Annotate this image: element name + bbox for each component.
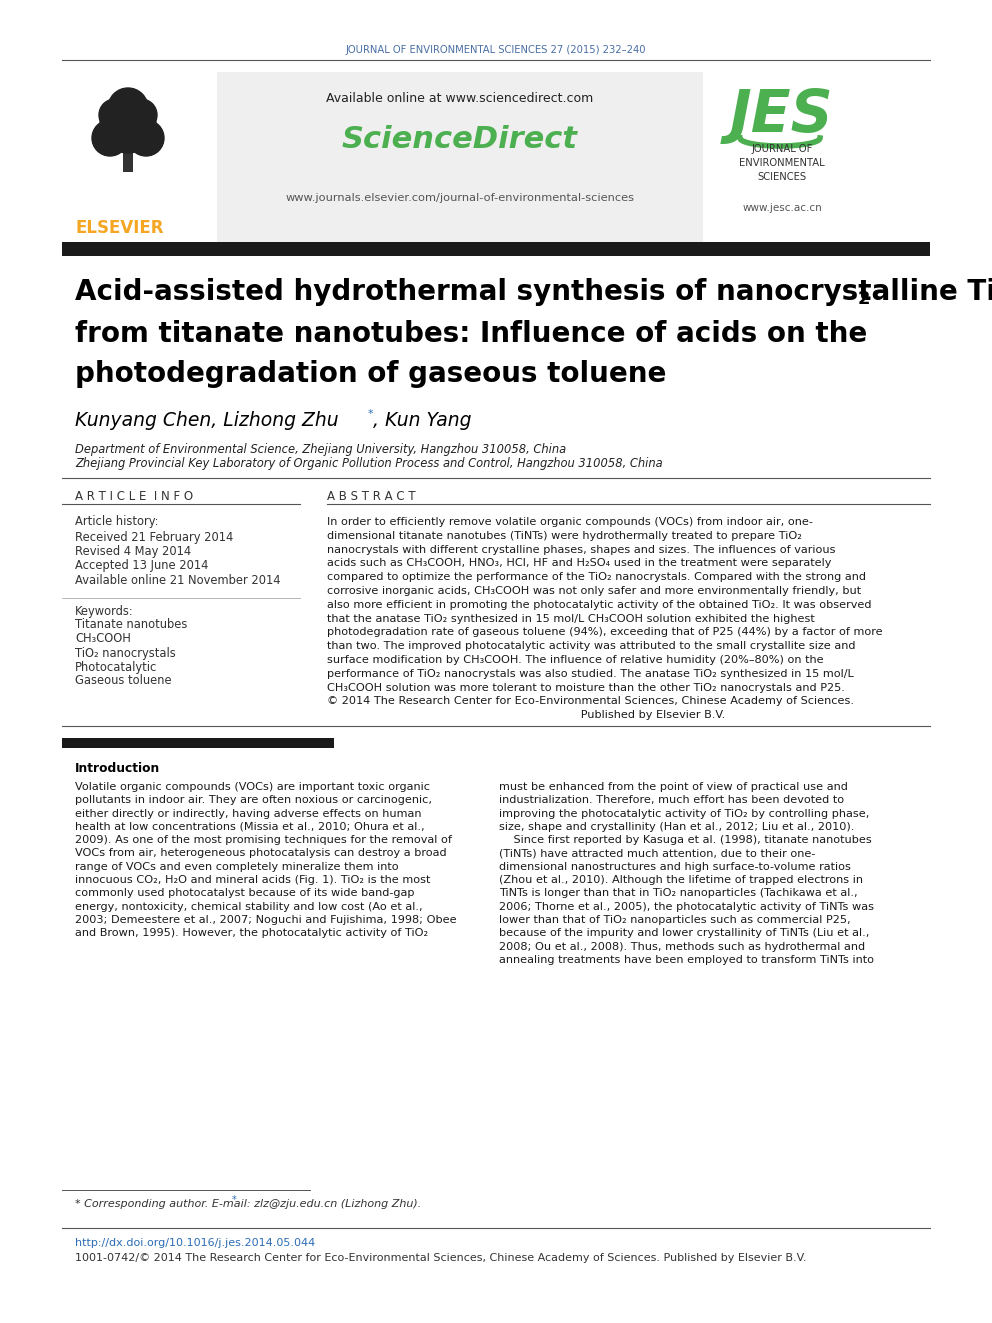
FancyBboxPatch shape: [217, 71, 703, 242]
Text: health at low concentrations (Missia et al., 2010; Ohura et al.,: health at low concentrations (Missia et …: [75, 822, 425, 832]
Text: also more efficient in promoting the photocatalytic activity of the obtained TiO: also more efficient in promoting the pho…: [327, 599, 872, 610]
Text: Keywords:: Keywords:: [75, 605, 134, 618]
Text: because of the impurity and lower crystallinity of TiNTs (Liu et al.,: because of the impurity and lower crysta…: [499, 929, 869, 938]
Text: © 2014 The Research Center for Eco-Environmental Sciences, Chinese Academy of Sc: © 2014 The Research Center for Eco-Envir…: [327, 696, 854, 706]
Text: ScienceDirect: ScienceDirect: [342, 126, 578, 155]
FancyBboxPatch shape: [123, 142, 133, 172]
Text: JOURNAL OF ENVIRONMENTAL SCIENCES 27 (2015) 232–240: JOURNAL OF ENVIRONMENTAL SCIENCES 27 (20…: [346, 45, 646, 56]
Text: Gaseous toluene: Gaseous toluene: [75, 675, 172, 688]
Text: JES: JES: [730, 86, 834, 143]
Text: Available online 21 November 2014: Available online 21 November 2014: [75, 573, 281, 586]
Text: that the anatase TiO₂ synthesized in 15 mol/L CH₃COOH solution exhibited the hig: that the anatase TiO₂ synthesized in 15 …: [327, 614, 814, 623]
Text: Volatile organic compounds (VOCs) are important toxic organic: Volatile organic compounds (VOCs) are im…: [75, 782, 430, 792]
Text: Since first reported by Kasuga et al. (1998), titanate nanotubes: Since first reported by Kasuga et al. (1…: [499, 835, 872, 845]
Text: range of VOCs and even completely mineralize them into: range of VOCs and even completely minera…: [75, 861, 399, 872]
Text: * Corresponding author. E-mail: zlz@zju.edu.cn (Lizhong Zhu).: * Corresponding author. E-mail: zlz@zju.…: [75, 1199, 422, 1209]
Text: lower than that of TiO₂ nanoparticles such as commercial P25,: lower than that of TiO₂ nanoparticles su…: [499, 916, 850, 925]
Text: 2006; Thorne et al., 2005), the photocatalytic activity of TiNTs was: 2006; Thorne et al., 2005), the photocat…: [499, 902, 874, 912]
Text: Zhejiang Provincial Key Laboratory of Organic Pollution Process and Control, Han: Zhejiang Provincial Key Laboratory of Or…: [75, 458, 663, 471]
FancyBboxPatch shape: [716, 71, 930, 242]
Text: CH₃COOH solution was more tolerant to moisture than the other TiO₂ nanocrystals : CH₃COOH solution was more tolerant to mo…: [327, 683, 845, 693]
Text: A B S T R A C T: A B S T R A C T: [327, 490, 416, 503]
Text: energy, nontoxicity, chemical stability and low cost (Ao et al.,: energy, nontoxicity, chemical stability …: [75, 902, 423, 912]
Text: Accepted 13 June 2014: Accepted 13 June 2014: [75, 560, 208, 573]
Text: industrialization. Therefore, much effort has been devoted to: industrialization. Therefore, much effor…: [499, 795, 844, 806]
FancyBboxPatch shape: [62, 738, 334, 747]
Circle shape: [99, 99, 131, 131]
Text: compared to optimize the performance of the TiO₂ nanocrystals. Compared with the: compared to optimize the performance of …: [327, 573, 866, 582]
Text: 2009). As one of the most promising techniques for the removal of: 2009). As one of the most promising tech…: [75, 835, 452, 845]
Text: photodegradation rate of gaseous toluene (94%), exceeding that of P25 (44%) by a: photodegradation rate of gaseous toluene…: [327, 627, 883, 638]
Text: from titanate nanotubes: Influence of acids on the: from titanate nanotubes: Influence of ac…: [75, 320, 867, 348]
Text: acids such as CH₃COOH, HNO₃, HCl, HF and H₂SO₄ used in the treatment were separa: acids such as CH₃COOH, HNO₃, HCl, HF and…: [327, 558, 831, 569]
Circle shape: [100, 97, 156, 153]
Text: (TiNTs) have attracted much attention, due to their one-: (TiNTs) have attracted much attention, d…: [499, 848, 815, 859]
Text: photodegradation of gaseous toluene: photodegradation of gaseous toluene: [75, 360, 667, 388]
Text: , Kun Yang: , Kun Yang: [373, 410, 471, 430]
Text: Introduction: Introduction: [75, 762, 161, 774]
Text: JOURNAL OF
ENVIRONMENTAL
SCIENCES: JOURNAL OF ENVIRONMENTAL SCIENCES: [739, 144, 824, 183]
Text: corrosive inorganic acids, CH₃COOH was not only safer and more environmentally f: corrosive inorganic acids, CH₃COOH was n…: [327, 586, 861, 595]
Text: Received 21 February 2014: Received 21 February 2014: [75, 532, 233, 545]
Text: (Zhou et al., 2010). Although the lifetime of trapped electrons in: (Zhou et al., 2010). Although the lifeti…: [499, 875, 863, 885]
Text: In order to efficiently remove volatile organic compounds (VOCs) from indoor air: In order to efficiently remove volatile …: [327, 517, 812, 527]
Text: Acid-assisted hydrothermal synthesis of nanocrystalline TiO: Acid-assisted hydrothermal synthesis of …: [75, 278, 992, 306]
Text: 1001-0742/© 2014 The Research Center for Eco-Environmental Sciences, Chinese Aca: 1001-0742/© 2014 The Research Center for…: [75, 1253, 806, 1263]
Text: 2008; Ou et al., 2008). Thus, methods such as hydrothermal and: 2008; Ou et al., 2008). Thus, methods su…: [499, 942, 865, 951]
Text: annealing treatments have been employed to transform TiNTs into: annealing treatments have been employed …: [499, 955, 874, 964]
Circle shape: [125, 99, 157, 131]
Text: and Brown, 1995). However, the photocatalytic activity of TiO₂: and Brown, 1995). However, the photocata…: [75, 929, 429, 938]
Text: Department of Environmental Science, Zhejiang University, Hangzhou 310058, China: Department of Environmental Science, Zhe…: [75, 443, 566, 456]
Text: 2003; Demeestere et al., 2007; Noguchi and Fujishima, 1998; Obee: 2003; Demeestere et al., 2007; Noguchi a…: [75, 916, 456, 925]
Text: surface modification by CH₃COOH. The influence of relative humidity (20%–80%) on: surface modification by CH₃COOH. The inf…: [327, 655, 823, 665]
Circle shape: [108, 89, 148, 128]
Text: www.journals.elsevier.com/journal-of-environmental-sciences: www.journals.elsevier.com/journal-of-env…: [286, 193, 635, 202]
Text: Kunyang Chen, Lizhong Zhu: Kunyang Chen, Lizhong Zhu: [75, 410, 338, 430]
Text: Available online at www.sciencedirect.com: Available online at www.sciencedirect.co…: [326, 91, 593, 105]
Circle shape: [92, 120, 128, 156]
Text: pollutants in indoor air. They are often noxious or carcinogenic,: pollutants in indoor air. They are often…: [75, 795, 432, 806]
Text: CH₃COOH: CH₃COOH: [75, 632, 131, 646]
Text: nanocrystals with different crystalline phases, shapes and sizes. The influences: nanocrystals with different crystalline …: [327, 545, 835, 554]
Text: 2: 2: [858, 290, 871, 308]
Text: A R T I C L E  I N F O: A R T I C L E I N F O: [75, 490, 193, 503]
Text: innocuous CO₂, H₂O and mineral acids (Fig. 1). TiO₂ is the most: innocuous CO₂, H₂O and mineral acids (Fi…: [75, 875, 431, 885]
Text: www.jesc.ac.cn: www.jesc.ac.cn: [742, 202, 822, 213]
Text: Published by Elsevier B.V.: Published by Elsevier B.V.: [327, 710, 725, 720]
Text: performance of TiO₂ nanocrystals was also studied. The anatase TiO₂ synthesized : performance of TiO₂ nanocrystals was als…: [327, 669, 854, 679]
Text: improving the photocatalytic activity of TiO₂ by controlling phase,: improving the photocatalytic activity of…: [499, 808, 869, 819]
Text: must be enhanced from the point of view of practical use and: must be enhanced from the point of view …: [499, 782, 848, 792]
Text: either directly or indirectly, having adverse effects on human: either directly or indirectly, having ad…: [75, 808, 422, 819]
Text: TiO₂ nanocrystals: TiO₂ nanocrystals: [75, 647, 176, 659]
Text: commonly used photocatalyst because of its wide band-gap: commonly used photocatalyst because of i…: [75, 889, 415, 898]
Text: Titanate nanotubes: Titanate nanotubes: [75, 618, 187, 631]
Text: Article history:: Article history:: [75, 516, 159, 528]
Text: ELSEVIER: ELSEVIER: [75, 220, 165, 237]
Text: size, shape and crystallinity (Han et al., 2012; Liu et al., 2010).: size, shape and crystallinity (Han et al…: [499, 822, 854, 832]
FancyBboxPatch shape: [62, 242, 930, 255]
Text: dimensional titanate nanotubes (TiNTs) were hydrothermally treated to prepare Ti: dimensional titanate nanotubes (TiNTs) w…: [327, 531, 802, 541]
Text: VOCs from air, heterogeneous photocatalysis can destroy a broad: VOCs from air, heterogeneous photocataly…: [75, 848, 446, 859]
Text: Revised 4 May 2014: Revised 4 May 2014: [75, 545, 191, 558]
Text: dimensional nanostructures and high surface-to-volume ratios: dimensional nanostructures and high surf…: [499, 861, 851, 872]
Text: than two. The improved photocatalytic activity was attributed to the small cryst: than two. The improved photocatalytic ac…: [327, 642, 855, 651]
FancyBboxPatch shape: [62, 71, 217, 242]
Text: Photocatalytic: Photocatalytic: [75, 660, 158, 673]
Circle shape: [128, 120, 164, 156]
Text: TiNTs is longer than that in TiO₂ nanoparticles (Tachikawa et al.,: TiNTs is longer than that in TiO₂ nanopa…: [499, 889, 858, 898]
Text: http://dx.doi.org/10.1016/j.jes.2014.05.044: http://dx.doi.org/10.1016/j.jes.2014.05.…: [75, 1238, 315, 1248]
Text: *: *: [232, 1195, 237, 1205]
Text: *: *: [368, 409, 374, 419]
